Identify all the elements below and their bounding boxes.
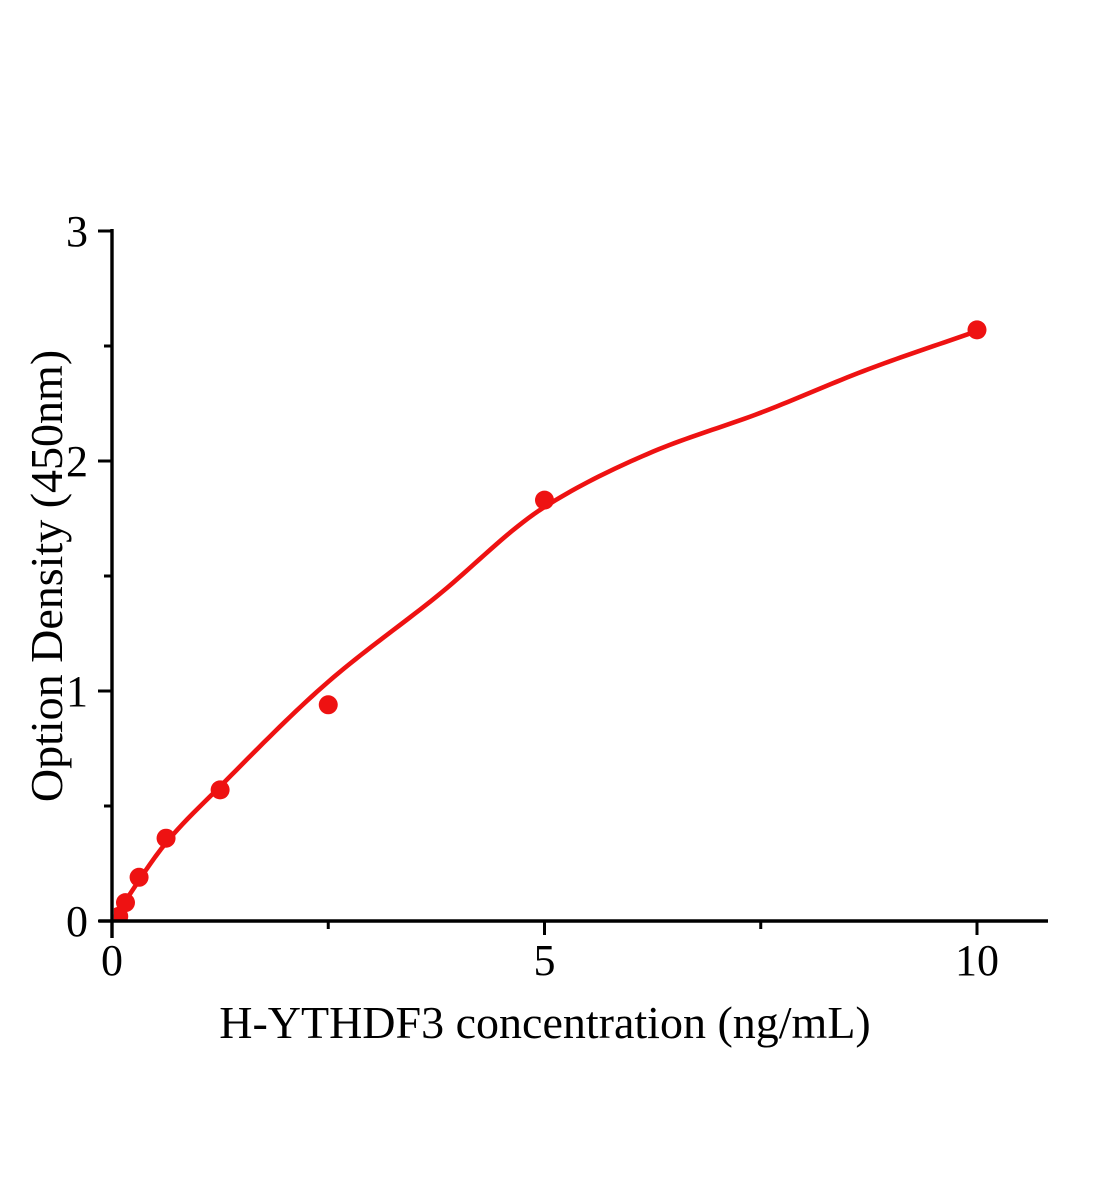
y-tick-label: 2: [66, 437, 88, 486]
y-tick-label: 0: [66, 897, 88, 946]
x-axis-label: H-YTHDF3 concentration (ng/mL): [219, 997, 871, 1048]
data-point-marker: [115, 893, 135, 913]
data-points: [113, 320, 987, 920]
y-axis-label: Option Density (450nm): [21, 350, 72, 802]
y-tick-label: 3: [66, 207, 88, 256]
data-point-marker: [318, 695, 338, 715]
data-point-marker: [129, 867, 149, 887]
x-tick-label: 0: [101, 936, 123, 985]
y-tick-label: 1: [66, 667, 88, 716]
data-point-marker: [535, 490, 554, 510]
data-point-marker: [210, 780, 230, 800]
axes: [98, 229, 1048, 938]
data-point-marker: [156, 828, 176, 848]
tick-labels: 0 5 10 0 1 2 3: [66, 207, 999, 985]
fit-curve: [113, 328, 980, 920]
x-tick-label: 10: [955, 936, 999, 985]
data-point-marker: [967, 320, 987, 340]
x-tick-label: 5: [534, 936, 556, 985]
